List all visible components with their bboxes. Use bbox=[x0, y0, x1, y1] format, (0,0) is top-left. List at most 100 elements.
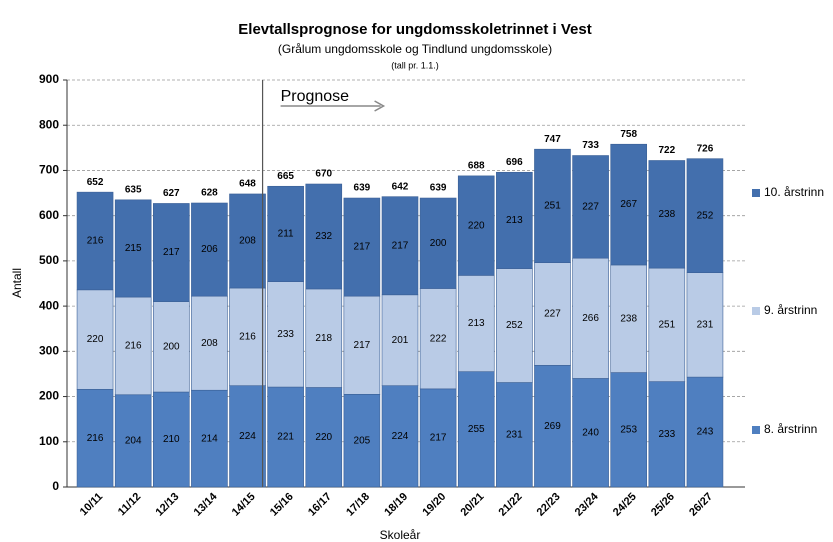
data-label: 220 bbox=[87, 334, 104, 345]
bar-segment bbox=[114, 394, 152, 488]
data-label: 233 bbox=[658, 429, 675, 440]
total-label: 688 bbox=[468, 161, 485, 172]
bar-segment bbox=[610, 264, 648, 373]
x-axis-label: Skoleår bbox=[380, 528, 421, 542]
total-label: 747 bbox=[544, 134, 561, 145]
chart-subtitle: (Grålum ungdomsskole og Tindlund ungdoms… bbox=[278, 42, 552, 56]
x-tick-label: 23/24 bbox=[573, 490, 602, 519]
bar-segment bbox=[496, 382, 533, 488]
chart-note: (tall pr. 1.1.) bbox=[391, 60, 439, 70]
data-label: 253 bbox=[620, 424, 637, 435]
total-label: 726 bbox=[697, 143, 714, 154]
data-label: 216 bbox=[239, 332, 256, 343]
y-tick-label: 900 bbox=[39, 72, 59, 86]
bar-segment bbox=[76, 191, 114, 291]
data-label: 252 bbox=[506, 320, 523, 331]
x-tick-label: 16/17 bbox=[306, 491, 334, 519]
total-label: 758 bbox=[620, 129, 637, 140]
x-tick-label: 12/13 bbox=[154, 491, 182, 519]
total-label: 627 bbox=[163, 188, 180, 199]
total-label: 635 bbox=[125, 184, 142, 195]
x-tick-label: 18/19 bbox=[382, 491, 410, 519]
bar-segment bbox=[457, 275, 495, 372]
bar-segment bbox=[152, 203, 190, 302]
data-label: 213 bbox=[506, 215, 523, 226]
bar-segment bbox=[305, 387, 343, 488]
y-axis-label: Antall bbox=[10, 268, 24, 298]
data-label: 238 bbox=[620, 313, 637, 324]
legend-label: 9. årstrinn bbox=[764, 303, 817, 317]
total-label: 628 bbox=[201, 188, 218, 199]
bar-segment bbox=[343, 295, 381, 395]
data-label: 208 bbox=[201, 338, 218, 349]
bar-segment bbox=[191, 295, 228, 391]
bar-segment bbox=[114, 296, 152, 396]
bar-segment bbox=[114, 199, 152, 298]
total-label: 652 bbox=[87, 177, 104, 188]
data-label: 220 bbox=[468, 220, 485, 231]
bar-segment bbox=[191, 202, 228, 297]
bar-segment bbox=[457, 175, 495, 276]
legend-swatch bbox=[752, 426, 760, 434]
data-label: 222 bbox=[430, 333, 447, 344]
legend-swatch bbox=[752, 307, 760, 315]
bar-segment bbox=[457, 371, 495, 488]
y-tick-label: 400 bbox=[39, 298, 59, 312]
chart-title: Elevtallsprognose for ungdomsskoletrinne… bbox=[238, 21, 591, 38]
legend-swatch bbox=[752, 189, 760, 197]
y-tick-label: 300 bbox=[39, 344, 59, 358]
data-label: 208 bbox=[239, 236, 256, 247]
total-label: 639 bbox=[354, 183, 371, 194]
bar-segment bbox=[305, 288, 343, 388]
data-label: 217 bbox=[163, 247, 180, 258]
data-label: 216 bbox=[125, 341, 142, 352]
data-label: 243 bbox=[697, 427, 714, 438]
y-tick-label: 200 bbox=[39, 389, 59, 403]
bar-segment bbox=[381, 385, 419, 488]
data-label: 216 bbox=[87, 433, 104, 444]
x-tick-label: 17/18 bbox=[344, 491, 372, 519]
y-tick-label: 100 bbox=[39, 434, 59, 448]
data-label: 224 bbox=[239, 431, 256, 442]
data-label: 233 bbox=[277, 329, 294, 340]
bar-segment bbox=[267, 281, 304, 388]
x-tick-label: 15/16 bbox=[268, 491, 296, 519]
x-tick-label: 24/25 bbox=[611, 491, 639, 519]
total-label: 642 bbox=[392, 181, 409, 192]
bar-segment bbox=[191, 389, 228, 488]
bar-segment bbox=[534, 148, 571, 263]
data-label: 217 bbox=[354, 242, 371, 253]
data-label: 201 bbox=[392, 335, 409, 346]
y-tick-label: 600 bbox=[39, 208, 59, 222]
data-label: 216 bbox=[87, 236, 104, 247]
bar-segment bbox=[381, 196, 419, 296]
x-tick-label: 22/23 bbox=[535, 491, 563, 519]
data-label: 227 bbox=[582, 201, 599, 212]
bar-segment bbox=[229, 287, 266, 387]
y-tick-label: 0 bbox=[52, 479, 59, 493]
data-label: 204 bbox=[125, 436, 142, 447]
bar-segment bbox=[229, 385, 266, 488]
bar-segment bbox=[381, 294, 419, 387]
data-label: 238 bbox=[658, 209, 675, 220]
x-tick-label: 26/27 bbox=[687, 491, 715, 519]
bar-segment bbox=[267, 386, 304, 488]
data-label: 267 bbox=[620, 199, 637, 210]
data-label: 220 bbox=[315, 432, 332, 443]
data-label: 266 bbox=[582, 313, 599, 324]
y-tick-label: 500 bbox=[39, 253, 59, 267]
bar-segment bbox=[496, 171, 533, 269]
data-label: 231 bbox=[697, 320, 714, 331]
legend-label: 10. årstrinn bbox=[764, 185, 824, 199]
bar-segment bbox=[305, 183, 343, 290]
bar-segment bbox=[686, 376, 724, 488]
data-label: 206 bbox=[201, 244, 218, 255]
bar-segment bbox=[610, 372, 648, 488]
bar-segment bbox=[648, 160, 686, 269]
bar-segment bbox=[267, 185, 304, 282]
x-tick-label: 11/12 bbox=[116, 491, 144, 519]
x-tick-label: 25/26 bbox=[649, 491, 677, 519]
bar-segment bbox=[229, 193, 266, 289]
total-label: 722 bbox=[658, 145, 675, 156]
